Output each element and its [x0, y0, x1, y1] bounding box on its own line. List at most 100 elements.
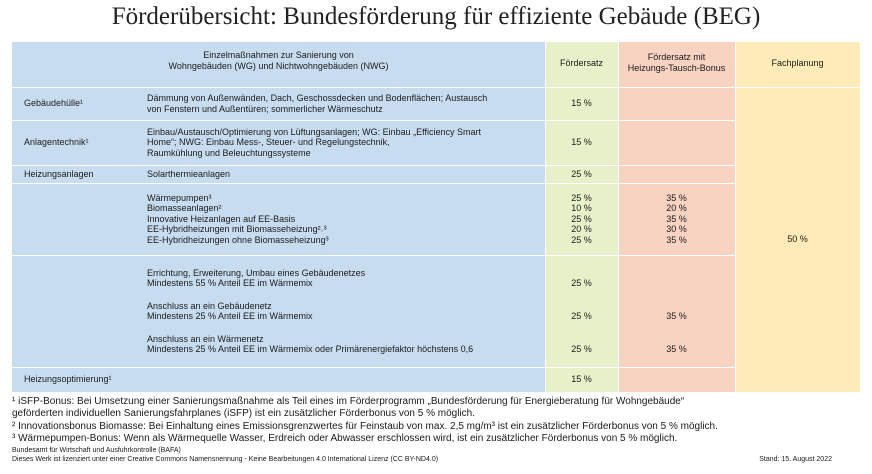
bonus-value: 35 % — [666, 213, 687, 224]
measure-text: Innovative Heizanlagen auf EE-Basis — [135, 214, 545, 225]
row-category: Heizungsanlagen — [24, 168, 94, 179]
rate-value: 10 % — [571, 203, 592, 214]
measure-text: Solarthermieanlagen — [135, 169, 545, 180]
row-items: Dämmung von Außenwänden, Dach, Geschossd… — [135, 87, 735, 120]
measure-line: EE-Hybridheizungen mit Biomasseheizung²˒… — [147, 224, 327, 235]
rate-value: 15 % — [571, 137, 592, 148]
bonus-value: 30 % — [666, 224, 687, 235]
measure-line: Mindestens 55 % Anteil EE im Wärmemix — [147, 278, 313, 288]
bonus-value: 35 % — [666, 234, 687, 245]
header-divider — [12, 87, 860, 88]
measure-row: Solarthermieanlagen 25 % — [135, 169, 735, 180]
measure-row: Anschluss an ein Gebäudenetz Mindestens 2… — [135, 301, 735, 322]
row-items: Wärmepumpen³ 25 % 35 % Biomasseanlagen² 10 %… — [135, 183, 735, 255]
measure-line: EE-Hybridheizungen ohne Biomasseheizung³ — [147, 234, 329, 245]
measure-row: Dämmung von Außenwänden, Dach, Geschossd… — [135, 93, 735, 114]
rate-value: 15 % — [571, 98, 592, 109]
header-cell: Fachplanung — [771, 58, 824, 68]
measure-text: EE-Hybridheizungen mit Biomasseheizung²˒… — [135, 224, 545, 235]
rate-value: 25 % — [571, 168, 592, 179]
rate-value: 25 % — [571, 213, 592, 224]
bonus-cell: 35 % — [618, 311, 735, 322]
measure-row: Wärmepumpen³ 25 % 35 % — [135, 193, 735, 204]
page-title: Förderübersicht: Bundesförderung für eff… — [111, 3, 761, 30]
measure-line: von Fenstern und Außentüren; sommerliche… — [147, 103, 383, 114]
measure-row: Biomasseanlagen² 10 % 20 % — [135, 203, 735, 214]
row-category: Gebäudehülle¹ — [24, 98, 84, 109]
measure-line: Mindestens 25 % Anteil EE im Wärmemix — [147, 311, 313, 321]
credit: Dieses Werk ist lizenziert unter einer C… — [12, 456, 439, 464]
rate-value: 25 % — [571, 192, 592, 203]
row-divider — [12, 183, 735, 184]
header-cell: Einzelmaßnahmen zur Sanierung von Wohngeb… — [12, 50, 545, 71]
measure-line: Raumkühlung und Beleuchtungssysteme — [147, 147, 311, 158]
column-bg — [618, 42, 735, 392]
rate-value: 25 % — [571, 311, 592, 321]
credit: Bundesamt für Wirtschaft und Ausfuhrkont… — [12, 447, 181, 455]
bonus-cell: 20 % — [618, 203, 735, 214]
planning-value: 50 % — [787, 234, 808, 245]
footnote: ³ Wärmepumpen-Bonus: Wenn als Wärmequell… — [12, 432, 678, 444]
measure-row: Innovative Heizanlagen auf EE-Basis 25 % 3… — [135, 214, 735, 225]
rate-value: 25 % — [571, 344, 592, 354]
measure-line: Errichtung, Erweiterung, Umbau eines Geb… — [147, 267, 366, 278]
bonus-value: 35 % — [666, 192, 687, 203]
bonus-cell: 35 % — [618, 193, 735, 204]
bonus-value: 20 % — [666, 203, 687, 214]
measure-text: Errichtung, Erweiterung, Umbau eines Geb… — [135, 268, 545, 289]
measure-line: Dämmung von Außenwänden, Dach, Geschossd… — [147, 93, 488, 103]
row-divider — [12, 255, 735, 256]
header-cell: Fördersatz — [559, 58, 603, 68]
bonus-cell: 35 % — [618, 235, 735, 246]
row-category: Anlagentechnik¹ — [24, 137, 89, 148]
row-divider — [12, 367, 735, 368]
measure-row: Anschluss an ein Wärmenetz Mindestens 25 … — [135, 334, 735, 355]
measure-line: Anschluss an ein Wärmenetz — [147, 333, 264, 344]
header-cell: Fördersatz mit Heizungs-Tausch-Bonus — [618, 52, 735, 73]
row-items: Einbau/Austausch/Optimierung von Lüftung… — [135, 120, 735, 165]
footnote: ¹ iSFP-Bonus: Bei Umsetzung einer Sanier… — [12, 396, 685, 407]
measure-text: Biomasseanlagen² — [135, 203, 545, 214]
column-bg — [545, 42, 618, 392]
column-bg — [735, 42, 860, 392]
bonus-cell: 35 % — [618, 344, 735, 355]
row-divider — [12, 120, 735, 121]
bonus-value: 35 % — [666, 344, 687, 354]
bonus-cell: 35 % — [618, 214, 735, 225]
measure-line: Innovative Heizanlagen auf EE-Basis — [147, 213, 296, 224]
measure-row: Errichtung, Erweiterung, Umbau eines Geb… — [135, 268, 735, 289]
row-divider — [12, 165, 735, 166]
rate-value: 20 % — [571, 224, 592, 235]
bonus-value: 35 % — [666, 311, 687, 321]
measure-row: 15 % — [135, 374, 735, 385]
measure-text: EE-Hybridheizungen ohne Biomasseheizung³ — [135, 235, 545, 246]
header-text: Fördersatz mit — [647, 52, 706, 62]
table-bg — [12, 42, 545, 392]
footnote: geförderten individuellen Sanierungsfahr… — [12, 408, 476, 420]
measure-text: Anschluss an ein Gebäudenetz Mindestens 2… — [135, 301, 545, 322]
measure-row: EE-Hybridheizungen ohne Biomasseheizung³… — [135, 235, 735, 246]
header-text: Heizungs-Tausch-Bonus — [627, 62, 726, 73]
measure-text: Wärmepumpen³ — [135, 193, 545, 204]
measure-line: Solarthermieanlagen — [147, 168, 231, 179]
footnote: ² Innovationsbonus Biomasse: Bei Einhalt… — [12, 420, 718, 432]
measure-text: Anschluss an ein Wärmenetz Mindestens 25 … — [135, 334, 545, 355]
rate-value: 25 % — [571, 234, 592, 245]
measure-line: Biomasseanlagen² — [147, 203, 222, 214]
measure-line: Wärmepumpen³ — [147, 192, 212, 203]
bonus-cell: 30 % — [618, 224, 735, 235]
date: Stand: 15. August 2022 — [759, 456, 832, 464]
measure-line: Einbau/Austausch/Optimierung von Lüftung… — [147, 126, 482, 137]
header-text: Wohngebäuden (WG) und Nichtwohngebäuden … — [168, 60, 389, 71]
measure-line: Anschluss an ein Gebäudenetz — [147, 300, 272, 311]
row-items: Solarthermieanlagen 25 % — [135, 165, 735, 183]
measure-text: Dämmung von Außenwänden, Dach, Geschossd… — [135, 93, 545, 114]
measure-row: Einbau/Austausch/Optimierung von Lüftung… — [135, 127, 735, 159]
rate-value: 15 % — [571, 374, 592, 385]
measure-row: EE-Hybridheizungen mit Biomasseheizung²˒… — [135, 224, 735, 235]
row-items: 15 % — [135, 367, 735, 392]
measure-line: Home“; NWG: Einbau Mess-, Steuer- und Re… — [147, 137, 390, 148]
row-items: Errichtung, Erweiterung, Umbau eines Geb… — [135, 255, 735, 367]
measure-text: Einbau/Austausch/Optimierung von Lüftung… — [135, 127, 545, 159]
